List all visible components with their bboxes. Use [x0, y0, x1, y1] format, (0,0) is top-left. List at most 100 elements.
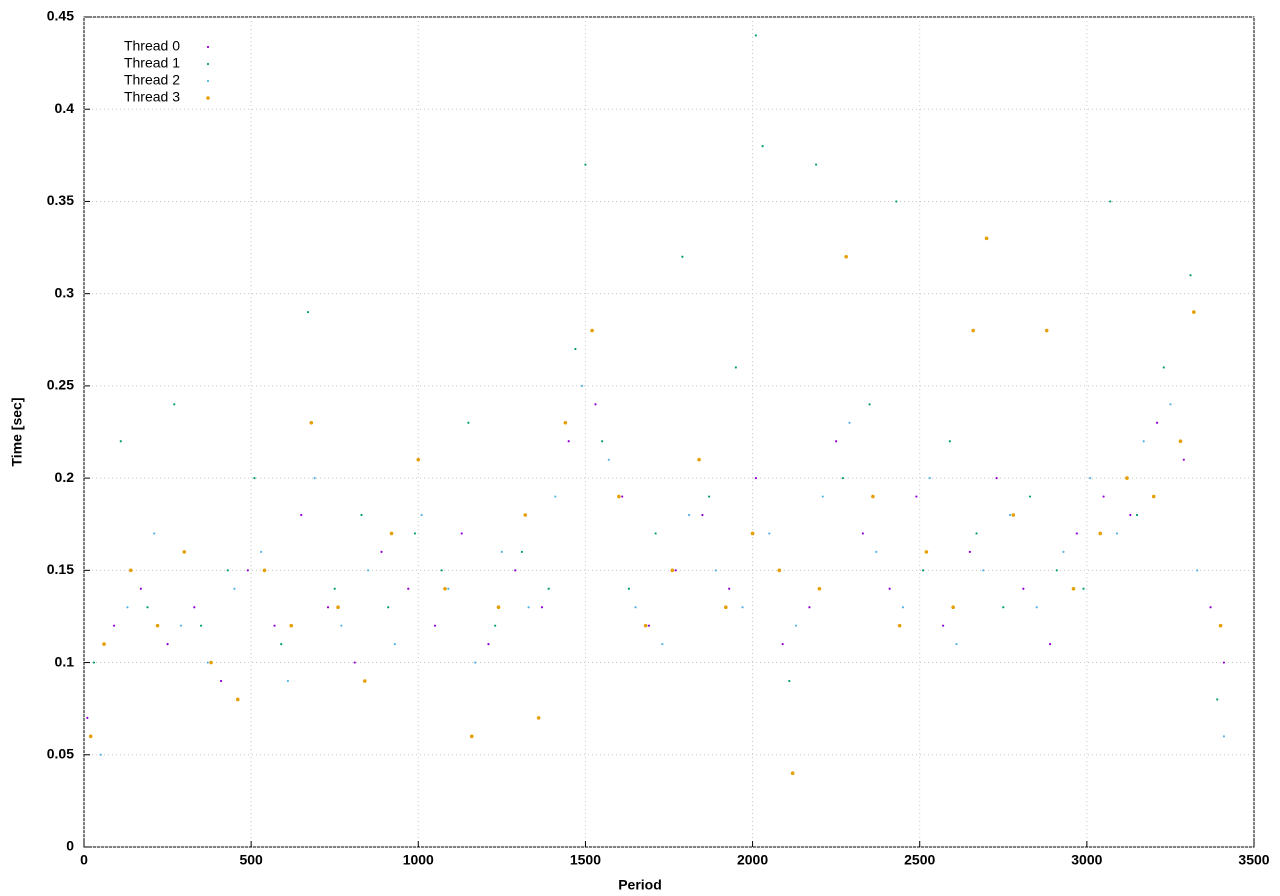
point [1125, 476, 1129, 480]
point [621, 495, 624, 498]
y-tick-label: 0.1 [55, 653, 75, 669]
point [788, 679, 791, 683]
point [179, 624, 183, 627]
point [1055, 569, 1058, 572]
point [643, 623, 648, 628]
point [313, 477, 316, 480]
point [634, 606, 637, 609]
point [219, 679, 223, 683]
point [1028, 495, 1032, 498]
point [289, 623, 294, 628]
point [955, 643, 958, 646]
point [574, 347, 577, 351]
point [306, 311, 310, 314]
point [794, 624, 798, 627]
point [1216, 698, 1219, 701]
point [139, 587, 142, 590]
point [226, 569, 229, 572]
point [92, 661, 96, 664]
point [407, 587, 410, 590]
point [474, 661, 477, 664]
point [808, 606, 811, 609]
point [1098, 531, 1103, 536]
point [790, 771, 795, 776]
point [500, 550, 503, 553]
point [1222, 661, 1226, 664]
point [273, 624, 276, 627]
legend-label: Thread 3 [124, 89, 180, 105]
point [235, 697, 240, 702]
point [1169, 403, 1172, 406]
point [460, 532, 463, 535]
x-axis-label: Period [618, 877, 662, 893]
point [554, 495, 557, 498]
point [844, 254, 848, 259]
y-tick-label: 0 [66, 838, 74, 854]
point [1209, 606, 1212, 609]
point [697, 457, 701, 462]
point [768, 532, 771, 535]
point [540, 606, 544, 609]
point [1035, 606, 1038, 609]
point [440, 569, 443, 572]
point [601, 440, 604, 443]
point [253, 477, 256, 480]
legend-marker [206, 96, 210, 100]
point [1044, 328, 1049, 333]
point [199, 624, 203, 627]
point [1178, 439, 1183, 444]
point [416, 457, 421, 462]
point [363, 679, 367, 683]
point [469, 734, 474, 739]
point [487, 643, 490, 646]
point [340, 624, 343, 627]
point [1075, 532, 1078, 535]
point [647, 624, 651, 627]
x-tick-label: 1500 [570, 852, 601, 868]
point [102, 642, 106, 646]
point [627, 587, 630, 590]
point [928, 477, 931, 480]
x-tick-label: 2000 [737, 852, 768, 868]
point [567, 440, 570, 443]
point [1196, 569, 1199, 572]
y-tick-label: 0.05 [47, 745, 74, 761]
point [146, 606, 149, 609]
point [1109, 200, 1112, 203]
point [848, 421, 851, 424]
point [617, 494, 621, 499]
point [353, 661, 356, 664]
x-tick-label: 3000 [1071, 852, 1102, 868]
point [607, 458, 610, 461]
point [333, 587, 336, 590]
point [701, 513, 704, 517]
point [841, 477, 844, 480]
point [708, 495, 711, 498]
point [563, 420, 568, 425]
legend-marker [206, 62, 210, 66]
point [1192, 310, 1196, 314]
point [654, 532, 657, 535]
point [661, 643, 664, 646]
point [995, 477, 998, 480]
point [1071, 586, 1076, 591]
point [496, 605, 501, 610]
point [670, 568, 675, 573]
point [193, 606, 196, 609]
point [527, 606, 530, 609]
y-tick-label: 0.2 [55, 469, 75, 485]
y-tick-label: 0.15 [47, 561, 74, 577]
point [861, 532, 864, 535]
point [420, 513, 423, 517]
point [1089, 477, 1092, 480]
point [687, 513, 691, 517]
point [888, 587, 891, 590]
point [536, 716, 541, 720]
point [1129, 513, 1132, 517]
point [971, 328, 975, 333]
x-tick-label: 500 [239, 852, 263, 868]
point [1008, 513, 1012, 517]
point [173, 403, 176, 406]
point [447, 587, 450, 590]
point [1102, 495, 1105, 498]
